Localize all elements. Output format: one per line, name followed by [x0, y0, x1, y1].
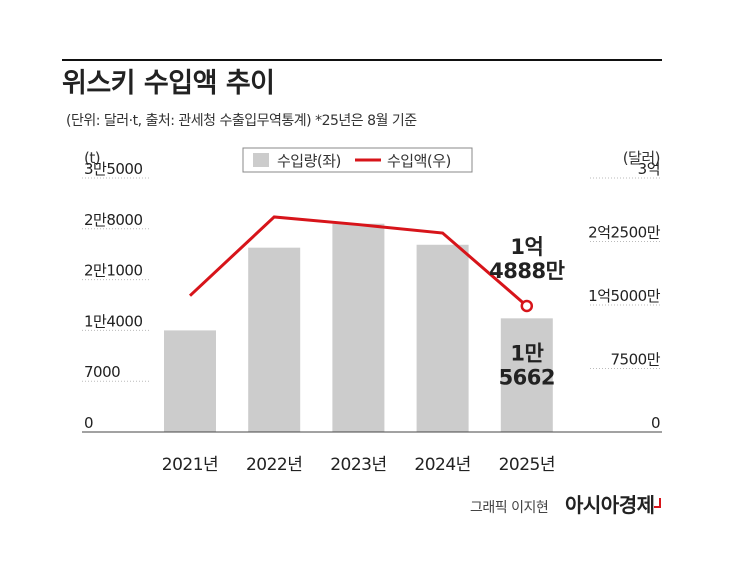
y2-tick-label: 1억5000만	[588, 287, 661, 305]
chart-subtitle: (단위: 달러·t, 출처: 관세청 수출입무역통계) *25년은 8월 기준	[66, 113, 417, 129]
bar	[248, 247, 301, 432]
logo: 아시아경제	[565, 493, 655, 517]
y2-tick-label: 3억	[638, 160, 660, 178]
y2-axis-label: (달러)	[623, 149, 660, 167]
y-tick-label: 7000	[84, 363, 120, 381]
legend-label: 수입량(좌)	[277, 152, 341, 170]
bar-value-label: 1만 5662	[499, 341, 555, 389]
legend-swatch	[253, 153, 269, 167]
logo-mark	[654, 498, 661, 508]
y-tick-label: 2만1000	[84, 262, 143, 280]
bar	[500, 318, 553, 432]
y-tick-label: 1만4000	[84, 312, 143, 330]
y-tick-label: 3만5000	[84, 160, 143, 178]
y2-tick-label: 7500만	[611, 351, 661, 369]
legend-label: 수입액(우)	[387, 152, 451, 170]
x-tick-label: 2024년	[414, 455, 470, 475]
x-tick-label: 2022년	[246, 455, 302, 475]
line-point	[520, 299, 534, 313]
y2-tick-label: 2억2500만	[588, 224, 661, 242]
line	[188, 215, 528, 308]
y2-tick-label: 0	[651, 414, 660, 432]
credit: 그래픽 이지현	[470, 500, 548, 516]
y-tick-label: 2만8000	[84, 211, 143, 229]
y-axis-label: (t)	[84, 149, 100, 167]
x-tick-label: 2023년	[330, 455, 386, 475]
y-tick-label: 0	[84, 414, 93, 432]
line-value-label: 1억 4888만	[489, 235, 564, 283]
bar	[332, 223, 385, 432]
bar	[164, 330, 216, 432]
chart-title: 위스키 수입액 추이	[62, 68, 275, 99]
x-tick-label: 2021년	[162, 455, 218, 475]
x-tick-label: 2025년	[499, 455, 555, 475]
bar	[416, 244, 469, 432]
